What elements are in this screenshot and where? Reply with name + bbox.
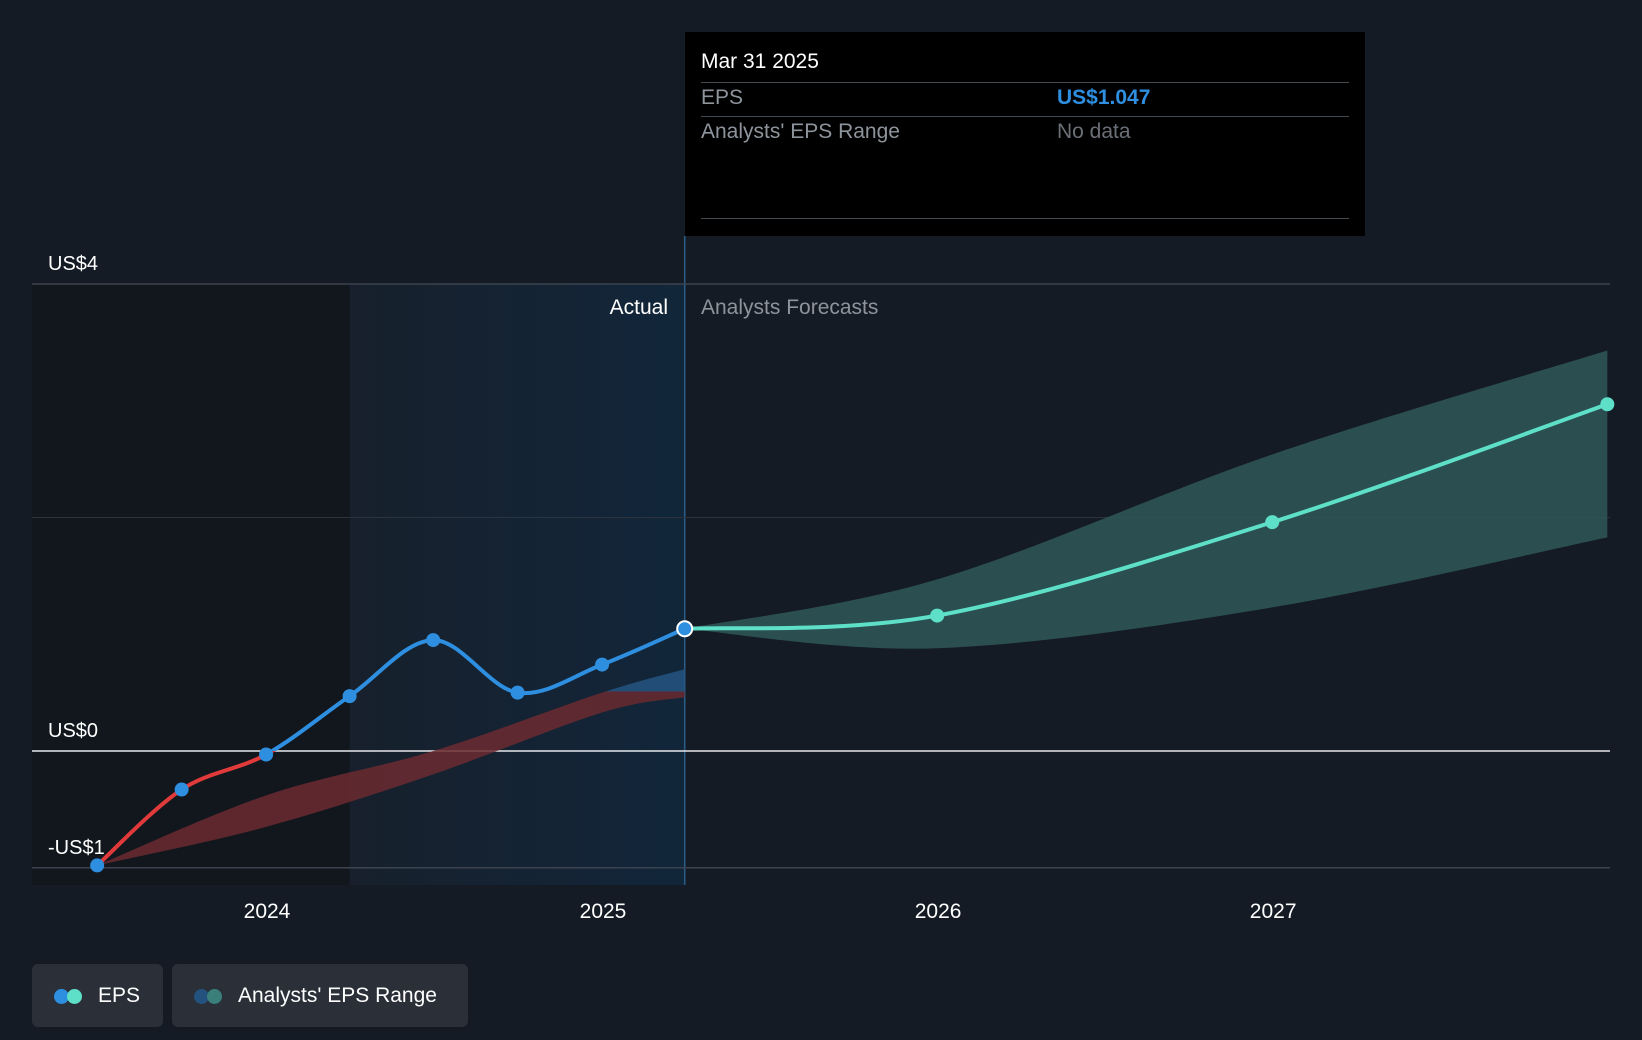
legend-dot	[194, 988, 209, 1004]
legend-eps[interactable]: EPS	[32, 964, 163, 1027]
eps-line-forecast	[684, 402, 1608, 631]
eps-point	[174, 782, 189, 797]
eps-point	[90, 858, 105, 873]
y-tick-label: US$0	[48, 720, 98, 742]
tooltip-eps-value: US$1.047	[1057, 86, 1151, 109]
legend-range-label: Analysts' EPS Range	[238, 983, 437, 1007]
legend-range-swatch	[194, 987, 226, 1005]
tooltip-divider	[701, 82, 1349, 83]
tooltip-divider	[701, 218, 1349, 219]
legend-eps-label: EPS	[98, 983, 141, 1007]
tooltip-date: Mar 31 2025	[701, 50, 819, 73]
y-tick-label: US$4	[48, 253, 98, 275]
eps-point	[426, 633, 441, 648]
tooltip-divider	[701, 116, 1349, 117]
eps-forecast-point	[930, 608, 945, 623]
eps-point	[676, 620, 694, 638]
eps-forecast-point	[1600, 397, 1615, 412]
forecast-range-band	[684, 350, 1608, 649]
actual-label: Actual	[609, 296, 668, 319]
past-range-band-negative	[97, 691, 685, 866]
eps-point	[342, 689, 357, 704]
x-tick-label: 2025	[580, 900, 627, 923]
eps-forecast-point	[1265, 515, 1280, 530]
tooltip-range-value: No data	[1057, 120, 1131, 143]
x-tick-label: 2024	[244, 900, 291, 923]
forecast-label: Analysts Forecasts	[701, 296, 879, 319]
eps-point	[595, 657, 610, 672]
legend-dot	[67, 988, 82, 1004]
legend-range[interactable]: Analysts' EPS Range	[172, 964, 468, 1027]
x-tick-label: 2027	[1250, 900, 1297, 923]
eps-line-actual	[268, 626, 686, 751]
actual-highlight-band	[349, 284, 685, 885]
x-tick-label: 2026	[915, 900, 962, 923]
tooltip-eps-label: EPS	[701, 86, 744, 109]
tooltip: Mar 31 2025 EPS US$1.047 Analysts' EPS R…	[685, 32, 1365, 236]
eps-point	[259, 747, 274, 762]
past-range-band-positive	[605, 669, 685, 692]
legend-eps-swatch	[54, 987, 86, 1005]
legend-dot	[54, 988, 69, 1004]
legend-dot	[207, 988, 222, 1004]
eps-point	[510, 685, 525, 700]
tooltip-range-label: Analysts' EPS Range	[701, 120, 900, 143]
y-tick-label: -US$1	[48, 837, 105, 859]
